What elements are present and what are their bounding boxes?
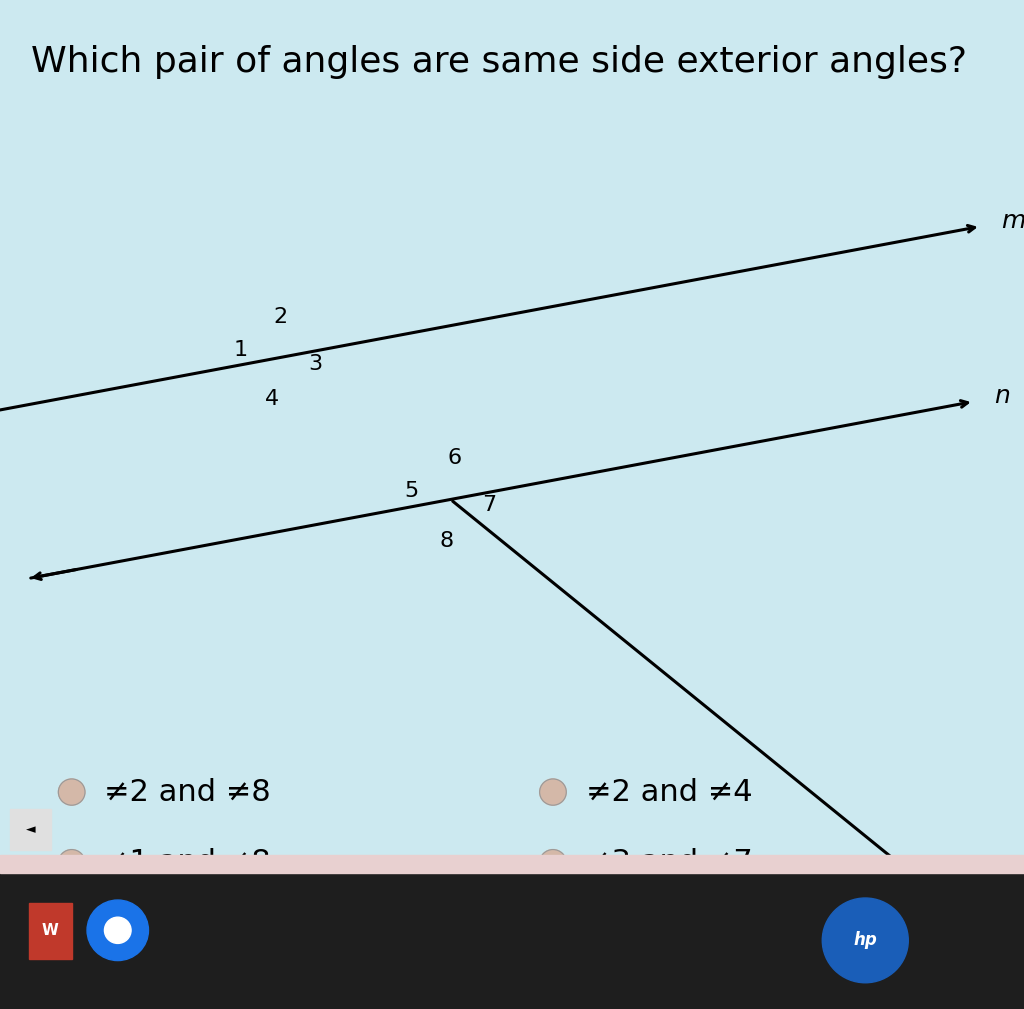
Text: 3: 3 [308,354,323,374]
Text: 7: 7 [482,495,497,516]
Text: 4: 4 [265,389,280,410]
Circle shape [822,898,908,983]
Text: ≠2 and ≠8: ≠2 and ≠8 [104,778,271,806]
Text: Which pair of angles are same side exterior angles?: Which pair of angles are same side exter… [31,45,967,80]
Text: ≠1 and ≠8: ≠1 and ≠8 [104,849,271,877]
Text: 1: 1 [233,340,248,360]
Bar [0,855,1024,873]
Text: 8: 8 [439,531,454,551]
Bar [29,903,72,959]
Text: 6: 6 [447,448,462,468]
Circle shape [87,900,148,961]
Text: ≠3 and ≠7: ≠3 and ≠7 [586,849,753,877]
Bar [0,873,1024,1009]
Text: ◄: ◄ [26,823,36,835]
Text: 2: 2 [273,307,288,327]
Text: 5: 5 [404,481,419,501]
Text: $m$: $m$ [1001,209,1024,233]
Circle shape [104,917,131,943]
Text: ≠2 and ≠4: ≠2 and ≠4 [586,778,753,806]
Text: hp: hp [853,931,878,949]
Text: W: W [42,923,58,938]
Circle shape [540,779,566,805]
Circle shape [58,850,85,876]
Circle shape [58,779,85,805]
Text: $n$: $n$ [994,384,1011,409]
Circle shape [540,850,566,876]
Bar [10,809,51,850]
